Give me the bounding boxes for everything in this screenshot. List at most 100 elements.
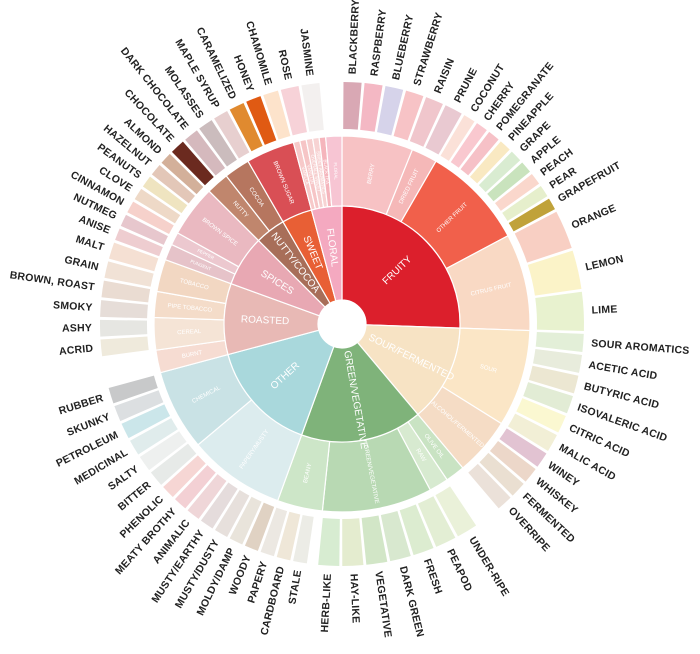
inner-label-roasted: ROASTED	[241, 314, 290, 327]
outer-segment-almond	[161, 153, 204, 195]
middle-label-sour: SOUR	[479, 364, 498, 375]
outer-segment-molasses	[199, 120, 237, 167]
outer-segment-fresh	[399, 504, 434, 556]
outer-segment-rose	[280, 85, 307, 136]
outer-segment-smoky	[100, 300, 148, 319]
outer-segment-citric-acid	[516, 398, 566, 433]
outer-label-lemon: LEMON	[584, 253, 625, 273]
middle-label-burnt: BURNT	[181, 350, 203, 360]
outer-segment-malt	[109, 242, 159, 272]
outer-segment-skunky	[114, 390, 164, 422]
outer-label-acrid: ACRID	[59, 342, 94, 357]
outer-segment-animalic	[187, 474, 227, 519]
middle-label-vanillin: VANILLIN	[306, 164, 315, 184]
outer-label-hay-like: HAY-LIKE	[347, 573, 361, 623]
outer-segment-isovaleric-acid	[523, 382, 573, 414]
outer-segment-papery	[260, 507, 288, 557]
outer-label-rose: ROSE	[276, 49, 294, 81]
outer-label-raspberry: RASPBERRY	[368, 9, 389, 77]
outer-label-under-ripe: UNDER-RIPE	[466, 535, 511, 599]
outer-segment-sour-aromatics	[535, 331, 584, 353]
outer-segment-musty-earthy	[200, 482, 238, 529]
outer-segment-raisin	[409, 97, 443, 147]
middle-label-pipe-tobacco: PIPE TOBACCO	[167, 303, 213, 314]
outer-segment-pineapple	[469, 141, 510, 184]
outer-segment-phenolic	[163, 455, 206, 498]
outer-segment-under-ripe	[435, 486, 477, 537]
outer-segment-moldy-damp	[229, 496, 262, 545]
middle-label-overall-sweet: OVERALL SWEET	[310, 154, 322, 192]
outer-segment-honey	[246, 96, 277, 145]
middle-label-beany: BEANY	[303, 463, 313, 484]
outer-segment-fermented	[479, 452, 524, 496]
outer-label-grain: GRAIN	[63, 254, 100, 274]
outer-segment-vegetative	[361, 515, 388, 565]
outer-label-blackberry: BLACKBERRY	[347, 0, 362, 74]
outer-label-acetic-acid: ACETIC ACID	[588, 359, 659, 382]
middle-label-floral: FLORAL	[333, 162, 339, 180]
outer-segment-coconut	[440, 115, 475, 161]
outer-segment-medicinal	[130, 418, 178, 455]
outer-segment-hazelnut	[151, 164, 196, 204]
outer-segment-peach	[494, 173, 540, 211]
outer-segment-lemon	[527, 250, 582, 296]
outer-segment-acetic-acid	[532, 348, 583, 373]
outer-segment-grape	[478, 151, 521, 193]
outer-segment-cherry	[450, 123, 487, 168]
middle-label-berry: BERRY	[367, 163, 377, 184]
middle-label-cereal: CEREAL	[177, 329, 202, 336]
outer-segment-strawberry	[393, 90, 424, 141]
outer-segment-maple-syrup	[214, 111, 250, 159]
outer-label-sour-aromatics: SOUR AROMATICS	[591, 337, 690, 357]
outer-segment-grain	[104, 261, 154, 287]
outer-segment-dark-green	[380, 510, 411, 562]
outer-label-brown-roast: BROWN, ROAST	[9, 269, 96, 293]
outer-segment-butyric-acid	[528, 365, 579, 394]
inner-label-floral: FLORAL	[324, 228, 340, 268]
outer-segment-clove	[134, 188, 181, 224]
outer-label-raisin: RAISIN	[432, 57, 457, 96]
outer-label-peapod: PEAPOD	[444, 547, 474, 593]
outer-segment-acrid	[100, 336, 149, 357]
middle-label-vanilla: VANILLA	[301, 166, 310, 185]
outer-segment-winey	[499, 428, 547, 467]
outer-segment-jasmine	[301, 83, 324, 132]
outer-segment-chamomile	[263, 90, 291, 140]
outer-segment-nutmeg	[120, 214, 168, 245]
outer-segment-malic-acid	[507, 413, 557, 451]
outer-segment-blackberry	[343, 82, 362, 130]
outer-segment-meaty-brothy	[174, 465, 216, 509]
inner-ring: FRUITYSOUR/FERMENTEDGREEN/VEGETATIVEOTHE…	[223, 205, 461, 450]
outer-segment-grapefruit	[508, 198, 555, 232]
outer-segment-whiskey	[489, 440, 536, 482]
outer-label-herb-like: HERB-LIKE	[319, 573, 334, 633]
outer-segment-dark-chocolate	[185, 130, 226, 176]
center-hole	[318, 300, 366, 348]
outer-segment-overripe	[468, 463, 511, 509]
outer-segment-bitter	[150, 443, 197, 485]
outer-segment-herb-like	[318, 518, 340, 566]
outer-segment-raspberry	[360, 83, 383, 132]
outer-label-blueberry: BLUEBERRY	[390, 13, 416, 81]
outer-segment-peapod	[417, 496, 456, 547]
middle-label-black-tea: BLACK TEA	[323, 159, 331, 184]
outer-segment-peanuts	[142, 176, 188, 214]
middle-label-sweet-aromatics: SWEET AROMATICS	[316, 151, 327, 195]
outer-label-ashy: ASHY	[62, 322, 92, 335]
outer-segment-ashy	[99, 319, 148, 337]
outer-segment-blueberry	[377, 85, 404, 136]
outer-segment-orange	[514, 211, 572, 263]
outer-segment-cardboard	[276, 511, 301, 561]
outer-segment-musty-dusty	[215, 489, 250, 537]
outer-segment-rubber	[108, 375, 158, 404]
outer-label-lime: LIME	[591, 303, 617, 316]
outer-segment-woody	[244, 502, 275, 551]
outer-segment-hay-like	[342, 518, 364, 566]
outer-segment-apple	[487, 162, 531, 202]
outer-segment-stale	[293, 514, 314, 564]
outer-segment-pear	[502, 186, 548, 221]
outer-label-stale: STALE	[286, 569, 304, 605]
outer-segment-pomegranate	[460, 131, 499, 176]
